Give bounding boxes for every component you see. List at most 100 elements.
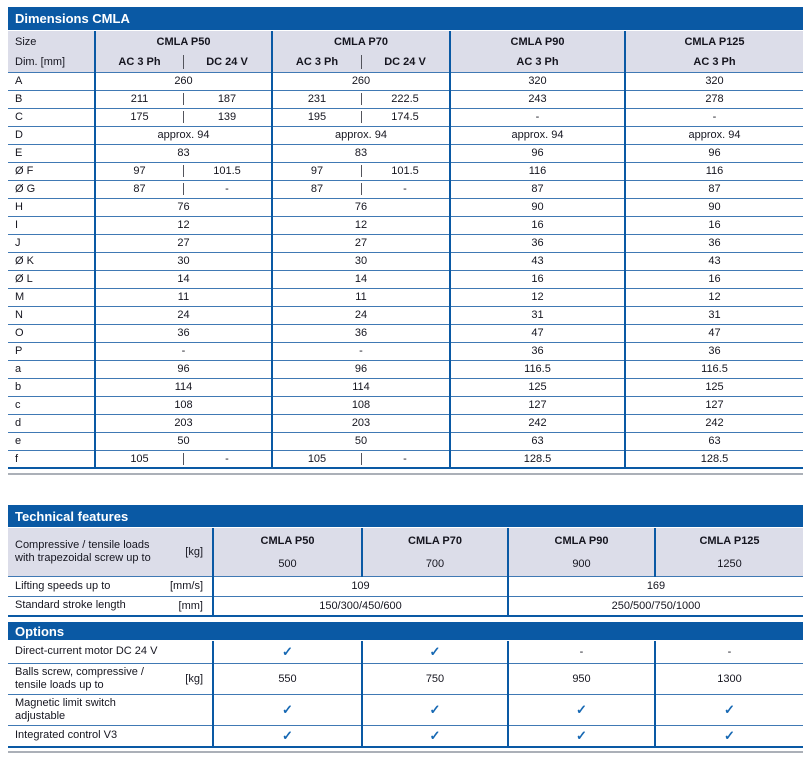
tech-value: 169: [507, 576, 803, 596]
dimension-value: 90: [624, 198, 803, 216]
dimension-value: 36: [624, 234, 803, 252]
technical-features-title-bar: Technical features: [8, 505, 803, 527]
tech-value: 1250: [654, 553, 803, 576]
tech-row-label-speed: Lifting speeds up to [mm/s]: [8, 576, 213, 596]
dimension-value: 128.5: [449, 450, 625, 468]
dimension-value: 63: [449, 432, 625, 450]
dimension-value: 96: [624, 144, 803, 162]
option-label: Direct-current motor DC 24 V: [8, 641, 213, 663]
dimension-value: 12: [624, 288, 803, 306]
content-area: Dimensions CMLA Size CMLA P50 CMLA P70 C…: [8, 7, 803, 753]
dimension-value: 243: [449, 90, 625, 108]
dimension-row: J 27 27 36 36: [8, 234, 803, 252]
tech-value: 250/500/750/1000: [507, 596, 803, 616]
dimensions-title-bar: Dimensions CMLA: [8, 7, 803, 30]
dimension-value: 36: [271, 324, 450, 342]
dimension-row: e 50 50 63 63: [8, 432, 803, 450]
dimension-value: 128.5: [624, 450, 803, 468]
dimension-value: 87: [449, 180, 625, 198]
checkmark-icon: ✓: [282, 727, 293, 743]
option-row: Integrated control V3 ✓ ✓ ✓ ✓: [8, 725, 803, 747]
dimension-value: 36: [624, 342, 803, 360]
column-header-p125: CMLA P125: [654, 528, 803, 553]
dimension-value: 116: [624, 162, 803, 180]
subheader-p70-dc: DC 24 V: [361, 52, 450, 72]
dimension-value: 16: [624, 216, 803, 234]
group-header-p90: CMLA P90: [449, 31, 625, 52]
column-header-p50: CMLA P50: [212, 528, 362, 553]
option-value: 550: [212, 663, 362, 694]
dimension-value: 108: [271, 396, 450, 414]
dimension-value: 260: [271, 72, 450, 90]
dimension-value: 101.5: [183, 162, 272, 180]
dimension-value: -: [449, 108, 625, 126]
option-value: 1300: [654, 663, 803, 694]
option-row: Magnetic limit switch adjustable ✓ ✓ ✓ ✓: [8, 694, 803, 725]
dimension-row: P - -36 36: [8, 342, 803, 360]
dimension-value: 14: [94, 270, 272, 288]
dimension-value: 47: [624, 324, 803, 342]
option-value: ✓: [212, 694, 362, 725]
tech-row-stroke-length: Standard stroke length [mm] 150/300/450/…: [8, 596, 803, 616]
option-value: ✓: [507, 725, 655, 747]
dimension-value: 16: [449, 216, 625, 234]
dimension-value: 97: [94, 162, 183, 180]
dimension-value: 116.5: [624, 360, 803, 378]
dimension-label: B: [15, 93, 23, 105]
dimension-value: 87: [624, 180, 803, 198]
dimension-label: d: [15, 417, 22, 429]
option-row: Direct-current motor DC 24 V ✓ ✓ - -: [8, 641, 803, 663]
dimension-row: H 76 76 90 90: [8, 198, 803, 216]
technical-features-table: Compressive / tensile loads with trapezo…: [8, 528, 803, 617]
dimension-value: 260: [94, 72, 272, 90]
dimension-value: 211: [94, 90, 183, 108]
dimension-value: 87: [94, 180, 183, 198]
dimension-row: f 105-105-128.5 128.5: [8, 450, 803, 468]
technical-features-title: Technical features: [15, 508, 129, 524]
dimension-value: 12: [449, 288, 625, 306]
tech-unit: [mm]: [178, 599, 203, 612]
dim-unit-header: Dim. [mm]: [15, 55, 66, 68]
group-header-p50: CMLA P50: [94, 31, 272, 52]
tech-value: 900: [507, 553, 655, 576]
dimension-value: approx. 94: [449, 126, 625, 144]
tech-label-text: Compressive / tensile loads with trapezo…: [15, 538, 151, 564]
dimension-value: 139: [183, 108, 272, 126]
dimension-row: c 108 108 127 127: [8, 396, 803, 414]
dimension-row: d 203 203 242 242: [8, 414, 803, 432]
dimension-label: P: [15, 345, 23, 357]
dimension-value: -: [624, 108, 803, 126]
dimension-value: 278: [624, 90, 803, 108]
dimension-value: 222.5: [361, 90, 450, 108]
dimension-row: a 96 96 116.5 116.5: [8, 360, 803, 378]
dimension-value: 36: [449, 342, 625, 360]
dimension-label: f: [15, 452, 19, 465]
dimension-value: 127: [624, 396, 803, 414]
option-unit: [kg]: [185, 672, 203, 685]
dimension-value: 27: [271, 234, 450, 252]
dimension-label: a: [15, 363, 22, 375]
dimension-value: 14: [271, 270, 450, 288]
checkmark-icon: ✓: [576, 701, 587, 717]
dimension-label: J: [15, 237, 21, 249]
dimension-value: -: [271, 342, 450, 360]
dimension-value: 47: [449, 324, 625, 342]
option-label: Magnetic limit switch adjustable: [8, 694, 213, 725]
dimension-value: 63: [624, 432, 803, 450]
dimension-value: 195: [271, 108, 361, 126]
option-value: -: [654, 641, 803, 663]
dimension-row: N 24 24 31 31: [8, 306, 803, 324]
column-header-p90: CMLA P90: [507, 528, 655, 553]
checkmark-icon: ✓: [282, 701, 293, 717]
dimension-label: I: [15, 219, 19, 231]
table-bottom-rule: [8, 751, 803, 753]
dimension-value: 105: [271, 450, 361, 468]
option-value: -: [507, 641, 655, 663]
option-value: ✓: [361, 641, 508, 663]
option-value: ✓: [361, 725, 508, 747]
dimension-label: N: [15, 309, 23, 321]
subgroup-header-row: Dim. [mm] AC 3 Ph DC 24 V AC 3 Ph DC 24 …: [8, 52, 803, 72]
options-title-bar: Options: [8, 622, 803, 640]
dimension-row: E 83 83 96 96: [8, 144, 803, 162]
